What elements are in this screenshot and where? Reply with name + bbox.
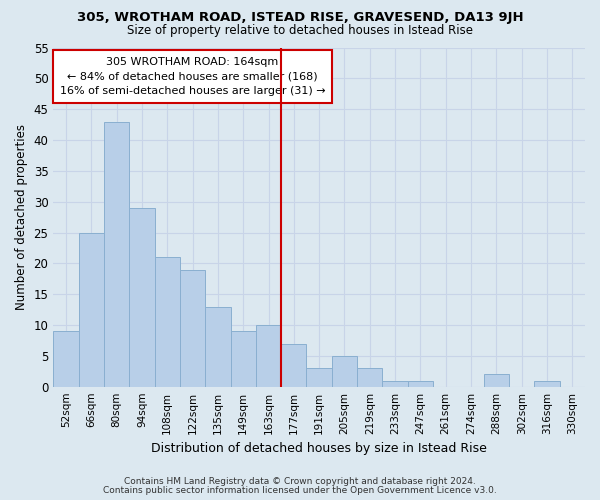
Bar bbox=[332, 356, 357, 386]
Bar bbox=[535, 380, 560, 386]
Text: Contains public sector information licensed under the Open Government Licence v3: Contains public sector information licen… bbox=[103, 486, 497, 495]
Text: Contains HM Land Registry data © Crown copyright and database right 2024.: Contains HM Land Registry data © Crown c… bbox=[124, 477, 476, 486]
Y-axis label: Number of detached properties: Number of detached properties bbox=[15, 124, 28, 310]
Bar bbox=[79, 232, 104, 386]
Bar bbox=[382, 380, 408, 386]
Text: 305 WROTHAM ROAD: 164sqm
← 84% of detached houses are smaller (168)
16% of semi-: 305 WROTHAM ROAD: 164sqm ← 84% of detach… bbox=[60, 57, 325, 96]
Bar bbox=[205, 306, 230, 386]
Bar bbox=[155, 257, 180, 386]
Bar bbox=[357, 368, 382, 386]
Bar bbox=[281, 344, 307, 386]
Text: Size of property relative to detached houses in Istead Rise: Size of property relative to detached ho… bbox=[127, 24, 473, 37]
Bar bbox=[484, 374, 509, 386]
Bar bbox=[256, 325, 281, 386]
Bar bbox=[129, 208, 155, 386]
Bar bbox=[180, 270, 205, 386]
Bar bbox=[408, 380, 433, 386]
Bar bbox=[104, 122, 129, 386]
Bar bbox=[307, 368, 332, 386]
Bar bbox=[230, 331, 256, 386]
Bar bbox=[53, 331, 79, 386]
X-axis label: Distribution of detached houses by size in Istead Rise: Distribution of detached houses by size … bbox=[151, 442, 487, 455]
Text: 305, WROTHAM ROAD, ISTEAD RISE, GRAVESEND, DA13 9JH: 305, WROTHAM ROAD, ISTEAD RISE, GRAVESEN… bbox=[77, 11, 523, 24]
